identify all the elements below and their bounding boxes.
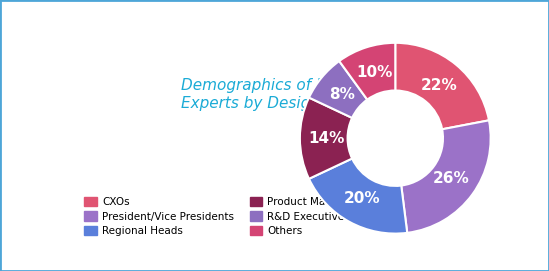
Text: 10%: 10%: [356, 65, 392, 80]
Wedge shape: [309, 61, 367, 118]
Text: 8%: 8%: [329, 87, 355, 102]
Text: 22%: 22%: [421, 78, 457, 93]
Text: Demographics of Industry
Experts by Designation: Demographics of Industry Experts by Desi…: [181, 78, 379, 111]
Wedge shape: [309, 159, 407, 234]
Text: 20%: 20%: [344, 191, 380, 206]
Legend: CXOs, President/Vice Presidents, Regional Heads, Product Managers, R&D Executive: CXOs, President/Vice Presidents, Regiona…: [80, 193, 366, 240]
Wedge shape: [395, 43, 489, 129]
Text: 14%: 14%: [309, 131, 345, 146]
Wedge shape: [339, 43, 395, 100]
Wedge shape: [300, 98, 352, 179]
Wedge shape: [401, 120, 491, 233]
Text: 26%: 26%: [433, 171, 469, 186]
